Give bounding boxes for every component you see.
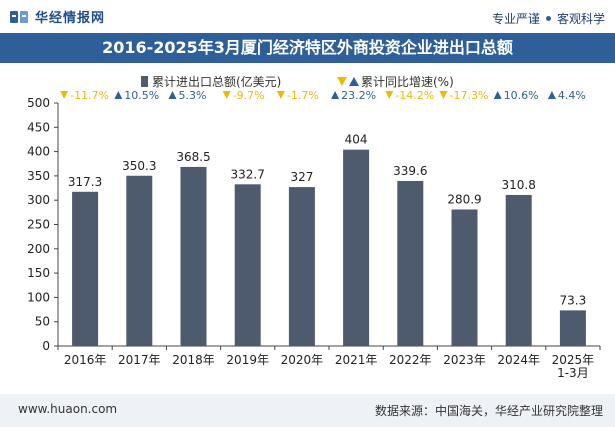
bar	[126, 175, 153, 346]
bar-value-label: 332.7	[231, 167, 265, 181]
x-tick-label: 2019年	[226, 353, 269, 367]
growth-up-triangle-icon	[493, 91, 502, 99]
x-tick-label: 1-3月	[557, 366, 589, 380]
y-tick-label: 250	[27, 218, 50, 232]
growth-label: -11.7%	[70, 89, 109, 102]
x-tick-label: 2022年	[389, 353, 432, 367]
growth-label: -17.3%	[450, 89, 489, 102]
growth-label: 5.3%	[179, 89, 207, 102]
bar-chart: 累计进出口总额(亿美元) 累计同比增速(%) 0 50 100 150 200 250 300 3…	[27, 74, 601, 380]
growth-label: -14.2%	[395, 89, 434, 102]
y-tick-label: 400	[27, 145, 50, 159]
bar	[288, 187, 315, 346]
growth-label: 10.6%	[504, 89, 539, 102]
bar	[505, 194, 532, 346]
y-tick-label: 500	[27, 96, 50, 110]
bar-value-label: 317.3	[68, 175, 102, 189]
y-tick-label: 450	[27, 120, 50, 134]
chart-title: 2016-2025年3月厦门经济特区外商投资企业进出口总额	[102, 38, 513, 57]
y-tick-label: 200	[27, 242, 50, 256]
bar-value-label: 404	[345, 133, 368, 147]
legend-down-triangle-icon	[337, 77, 347, 86]
bar-value-label: 350.3	[122, 159, 156, 173]
growth-label: -1.7%	[287, 89, 319, 102]
y-tick-label: 0	[42, 339, 50, 353]
growth-down-triangle-icon	[385, 91, 394, 99]
growth-up-triangle-icon	[331, 91, 340, 99]
brand-name: 华经情报网	[35, 11, 106, 26]
growth-up-triangle-icon	[168, 91, 177, 99]
bar	[451, 209, 478, 346]
bar	[72, 191, 99, 346]
bar	[343, 149, 370, 346]
growth-up-triangle-icon	[547, 91, 556, 99]
y-tick-label: 150	[27, 266, 50, 280]
slogan-left: 专业严谨	[491, 12, 540, 26]
website-link[interactable]: www.huaon.com	[18, 402, 118, 416]
growth-down-triangle-icon	[439, 91, 448, 99]
growth-label: 23.2%	[341, 89, 376, 102]
bar	[180, 166, 207, 346]
bar-value-label: 368.5	[176, 150, 210, 164]
legend-bar-swatch	[141, 76, 148, 87]
x-tick-label: 2024年	[497, 353, 540, 367]
top-bar: 华经情报网 专业严谨 客观科学	[0, 0, 615, 32]
bar	[559, 310, 586, 346]
growth-down-triangle-icon	[60, 91, 69, 99]
logo[interactable]: 华经情报网	[9, 7, 105, 26]
bar-value-label: 73.3	[560, 293, 587, 307]
growth-label: 10.5%	[124, 89, 159, 102]
bar-value-label: 327	[290, 170, 313, 184]
title-bar: 2016-2025年3月厦门经济特区外商投资企业进出口总额	[0, 33, 615, 63]
legend-up-triangle-icon	[349, 77, 359, 86]
footer: www.huaon.com 数据来源：中国海关，华经产业研究院整理	[0, 394, 615, 427]
y-tick-label: 100	[27, 290, 50, 304]
slogan-right: 客观科学	[556, 12, 605, 26]
bar	[234, 184, 261, 346]
x-tick-label: 2020年	[281, 353, 324, 367]
bar-value-label: 310.8	[502, 178, 536, 192]
legend-series-label: 累计进出口总额(亿美元)	[152, 74, 281, 89]
separator-dot-icon	[545, 16, 551, 21]
bar-value-label: 280.9	[447, 192, 481, 206]
growth-label: -9.7%	[233, 89, 265, 102]
bar-value-label: 339.6	[393, 164, 427, 178]
growth-down-triangle-icon	[222, 91, 231, 99]
slogan: 专业严谨 客观科学	[492, 10, 605, 27]
y-tick-label: 50	[35, 315, 50, 329]
growth-down-triangle-icon	[276, 91, 285, 99]
data-source: 数据来源：中国海关，华经产业研究院整理	[374, 404, 603, 418]
x-tick-label: 2023年	[443, 353, 486, 367]
y-tick-label: 350	[27, 169, 50, 183]
x-tick-label: 2021年	[335, 353, 378, 367]
x-tick-label: 2016年	[64, 353, 107, 367]
legend-growth-label: 累计同比增速(%)	[361, 75, 454, 89]
bar	[397, 180, 424, 346]
x-tick-label: 2017年	[118, 353, 161, 367]
brand-logo-icon	[10, 10, 28, 23]
y-tick-label: 300	[27, 193, 50, 207]
growth-up-triangle-icon	[114, 91, 123, 99]
growth-label: 4.4%	[558, 89, 586, 102]
x-tick-label: 2018年	[172, 353, 215, 367]
x-tick-label: 2025年	[552, 353, 595, 367]
